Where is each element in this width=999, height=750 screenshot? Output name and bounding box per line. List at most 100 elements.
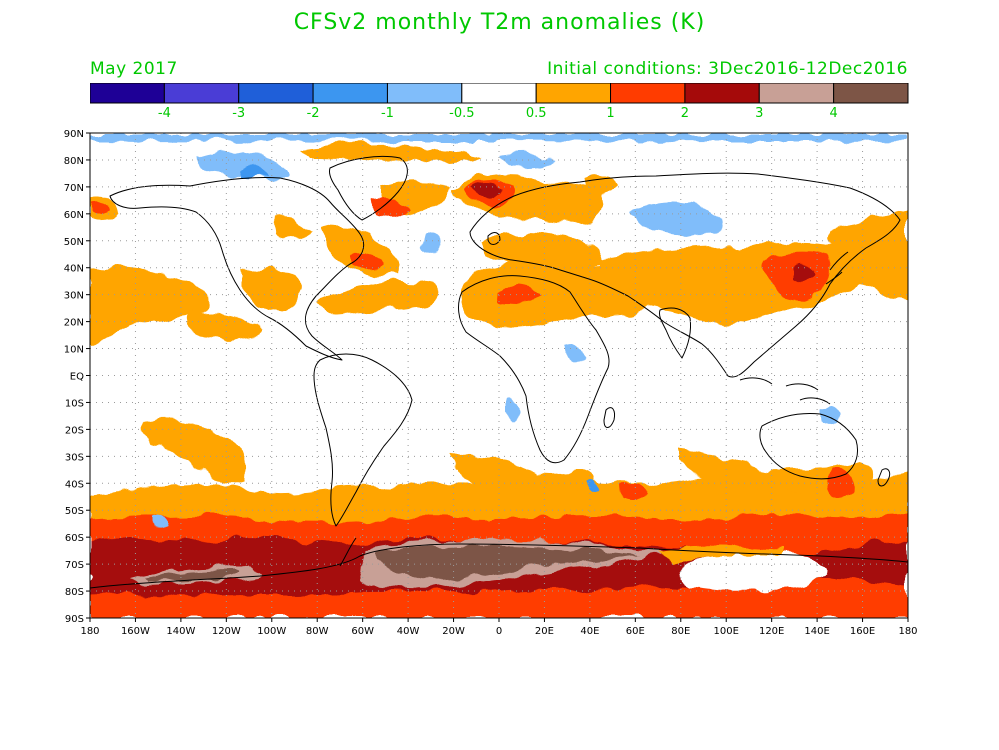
anomaly-east-asia-max	[794, 264, 816, 282]
anomaly-antarctic-peak	[375, 545, 640, 580]
colorbar-swatch	[758, 83, 835, 104]
latitude-axis: 90N 80N 70N 60N 50N 40N 30N 20N 10N EQ 10S 20S 30S 40…	[64, 129, 90, 625]
lat-tick-label: 30N	[64, 291, 84, 302]
anomaly-beaufort-cool	[238, 167, 268, 180]
lon-tick-label: 160W	[121, 626, 150, 637]
colorbar-label: -2	[307, 106, 320, 121]
anomaly-nw-pacific-warm	[828, 208, 908, 300]
anomaly-kara-warm	[516, 182, 604, 224]
colorbar-label: 4	[829, 106, 837, 121]
lat-tick-label: 10S	[65, 398, 84, 409]
lon-tick-label: 140E	[804, 626, 829, 637]
anomaly-east-antarctica-warm	[660, 548, 780, 562]
colorbar-swatch	[684, 83, 760, 104]
colorbar-swatch	[238, 83, 314, 104]
coast-greenland	[329, 155, 408, 221]
anomaly-nw-atlantic-strong	[352, 254, 384, 269]
lat-tick-label: 90S	[65, 614, 84, 625]
lon-tick-label: 100W	[257, 626, 286, 637]
colorbar-swatch	[461, 83, 537, 104]
anomaly-siberia-cool	[629, 202, 724, 235]
graticule	[90, 133, 908, 618]
anomaly-c-pacific-warm	[186, 311, 260, 340]
anomaly-arctic-top-cool	[90, 134, 908, 142]
lat-tick-label: 50S	[65, 506, 84, 517]
lat-tick-label: 40S	[65, 479, 84, 490]
colorbar-label: -0.5	[449, 106, 474, 121]
coast-uk	[487, 232, 501, 245]
lat-tick-label: 70S	[65, 560, 84, 571]
anomaly-arctic-n-warm	[300, 143, 480, 163]
colorbar-legend: -4 -3 -2 -1 -0.5 0.5 1 2 3 4	[90, 83, 909, 121]
colorbar-swatch	[610, 83, 686, 104]
anomaly-east-antarctica-neutral	[678, 553, 825, 591]
lat-tick-label: EQ	[70, 372, 84, 383]
anomaly-n-pacific-coast-strong	[92, 201, 110, 215]
lon-tick-label: 60E	[626, 626, 645, 637]
coast-maritime-continent	[739, 377, 831, 405]
lon-tick-label: 20E	[535, 626, 554, 637]
coastlines	[90, 155, 908, 589]
colorbar-label: 2	[681, 106, 689, 121]
coast-new-zealand	[877, 468, 891, 487]
colorbar-label: -3	[232, 106, 245, 121]
lat-tick-label: 20N	[64, 318, 84, 329]
anomaly-s-atlantic-cool	[506, 398, 522, 422]
anomaly-s-pacific-warm	[141, 419, 247, 484]
anomaly-us-east-warm	[240, 266, 301, 312]
lat-tick-label: 60S	[65, 533, 84, 544]
map-title: CFSv2 monthly T2m anomalies (K)	[293, 10, 706, 35]
coast-eurasia	[469, 172, 901, 378]
coast-antarctic-peninsula	[339, 537, 357, 567]
lat-tick-label: 60N	[64, 210, 84, 221]
anomaly-s-indian-strong	[620, 484, 648, 500]
coast-india	[659, 307, 691, 359]
anomaly-europe-warm	[480, 232, 606, 267]
anomaly-e-africa-cool	[564, 344, 586, 365]
lon-tick-label: 80W	[306, 626, 329, 637]
lon-tick-label: 80E	[671, 626, 690, 637]
anomaly-australia-s-warm	[680, 448, 875, 492]
anomaly-s-pacific-cool	[150, 516, 170, 530]
lon-tick-label: 20W	[442, 626, 465, 637]
lon-tick-label: 120E	[759, 626, 784, 637]
lat-tick-label: 30S	[65, 452, 84, 463]
lat-tick-label: 70N	[64, 183, 84, 194]
colorbar-swatch	[90, 83, 165, 104]
coast-japan	[825, 251, 849, 285]
colorbar-label: 3	[755, 106, 763, 121]
lon-tick-label: 160E	[850, 626, 875, 637]
anomaly-iceland-strong	[372, 198, 410, 217]
lon-tick-label: 60W	[351, 626, 374, 637]
lon-tick-label: 0	[496, 626, 502, 637]
anomaly-map: 90N 80N 70N 60N 50N 40N 30N 20N 10N EQ 10S 20S 30S 40…	[64, 129, 918, 637]
lon-tick-label: 120W	[212, 626, 241, 637]
lon-tick-label: 40W	[397, 626, 420, 637]
anomaly-tasman-strong	[828, 469, 853, 496]
colorbar-swatch	[386, 83, 463, 104]
anomaly-atlantic-cool	[422, 232, 443, 253]
anomaly-s-indian-cool	[586, 482, 599, 494]
initial-conditions: Initial conditions: 3Dec2016-12Dec2016	[547, 59, 908, 79]
lat-tick-label: 80N	[64, 156, 84, 167]
colorbar-label: 1	[606, 106, 614, 121]
lon-tick-label: 180	[80, 626, 99, 637]
lat-tick-label: 10N	[64, 345, 84, 356]
lat-tick-label: 40N	[64, 264, 84, 275]
lat-tick-label: 80S	[65, 587, 84, 598]
anomaly-field-layer	[90, 134, 908, 618]
colorbar-swatch	[312, 83, 388, 104]
coast-antarctica	[90, 543, 908, 589]
anomaly-arctic-canada-cool	[195, 151, 292, 179]
anomaly-n-pacific-warm	[90, 267, 208, 345]
colorbar-label: -4	[158, 106, 171, 121]
colorbar-swatch	[535, 83, 612, 104]
coast-madagascar	[603, 407, 615, 428]
anomaly-s-america-east-warm	[450, 454, 595, 492]
lat-tick-label: 20S	[65, 425, 84, 436]
coast-australia	[759, 413, 859, 480]
colorbar-swatch	[833, 83, 909, 104]
coast-north-america	[109, 176, 365, 361]
coast-south-america	[313, 353, 413, 527]
colorbar-label: 0.5	[526, 106, 547, 121]
